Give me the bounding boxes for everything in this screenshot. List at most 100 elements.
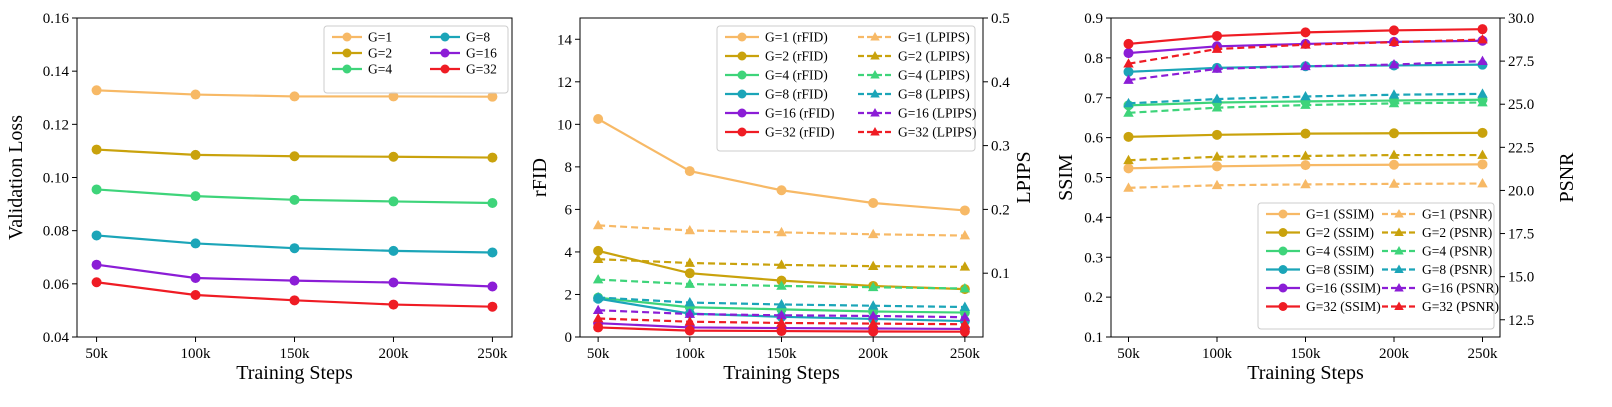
legend-label-g-16: G=16	[466, 46, 497, 61]
legend-label-g-8-rfid: G=8 (rFID)	[765, 87, 828, 102]
point-g-2-ssim-0	[1123, 131, 1134, 142]
point-g-16-lpips-2	[776, 309, 787, 320]
point-g-8-ssim-0	[1123, 66, 1134, 77]
legend-marker-g-8-psnr	[1394, 264, 1404, 273]
point-g-2-psnr-4	[1477, 149, 1488, 159]
legend-label-g-16-lpips: G=16 (LPIPS)	[898, 106, 977, 121]
point-g-1-psnr-2	[1300, 178, 1311, 189]
legend-label-g-1-ssim: G=1 (SSIM)	[1306, 207, 1374, 222]
legend-label-g-4-psnr: G=4 (PSNR)	[1422, 244, 1492, 259]
y-tick-label: 0.4	[1084, 210, 1103, 226]
point-g-1-rfid-2	[776, 185, 787, 196]
x-axis-label: Training Steps	[723, 362, 840, 384]
legend-label-g-32-ssim: G=32 (SSIM)	[1306, 299, 1381, 314]
legend-marker-g-1-psnr	[1394, 209, 1404, 218]
point-g-2-ssim-4	[1477, 127, 1488, 138]
y2-tick-label: 12.5	[1508, 313, 1534, 329]
legend-marker-g-32-psnr	[1394, 301, 1404, 310]
point-g-32-3	[388, 299, 399, 310]
point-g-2-lpips-1	[684, 257, 696, 267]
legend-marker-g-16-lpips	[870, 108, 880, 117]
y-tick-label: 0.10	[43, 171, 69, 187]
point-g-1-rfid-0	[593, 114, 604, 125]
point-g-32-rfid-1	[684, 325, 695, 336]
legend-label-g-1: G=1	[368, 30, 392, 45]
point-g-1-rfid-3	[868, 198, 879, 209]
legend-label-g-16-rfid: G=16 (rFID)	[765, 106, 834, 121]
y2-tick-label: 15.0	[1508, 270, 1534, 286]
point-g-2-psnr-3	[1388, 149, 1400, 159]
legend-marker-g-2-ssim	[1278, 228, 1288, 237]
point-g-1-ssim-0	[1123, 163, 1134, 174]
legend-marker-g-32-lpips	[870, 127, 880, 136]
point-g-1-psnr-3	[1388, 178, 1400, 188]
y-tick-label: 14	[557, 32, 573, 48]
point-g-16-lpips-1	[684, 308, 696, 318]
point-g-8-lpips-4	[959, 301, 971, 311]
point-g-2-ssim-2	[1300, 128, 1311, 139]
point-g-8-1	[190, 238, 201, 249]
x-tick-label: 150k	[1291, 346, 1322, 362]
point-g-32-lpips-2	[776, 317, 787, 327]
point-g-16-3	[388, 277, 399, 288]
point-g-2-4	[487, 152, 498, 163]
legend-label-g-8-ssim: G=8 (SSIM)	[1306, 262, 1374, 277]
point-g-32-lpips-4	[959, 318, 971, 329]
point-g-32-0	[91, 277, 102, 288]
point-g-8-lpips-1	[684, 297, 696, 307]
point-g-2-1	[190, 149, 201, 160]
point-g-4-0	[91, 184, 102, 195]
point-g-32-4	[487, 301, 498, 312]
series-line-g-32-lpips	[598, 317, 965, 326]
point-g-32-rfid-0	[593, 322, 604, 333]
point-g-4-lpips-0	[592, 274, 604, 284]
legend-label-g-2-lpips: G=2 (LPIPS)	[898, 49, 970, 64]
y-tick-label: 0.12	[43, 117, 69, 133]
point-g-2-psnr-1	[1211, 151, 1223, 161]
legend-label-g-16-ssim: G=16 (SSIM)	[1306, 281, 1381, 296]
legend-label-g-2-psnr: G=2 (PSNR)	[1422, 225, 1492, 240]
legend-label-g-2-ssim: G=2 (SSIM)	[1306, 225, 1374, 240]
point-g-8-lpips-3	[867, 300, 879, 310]
x-tick-label: 50k	[587, 346, 610, 362]
point-g-2-3	[388, 151, 399, 162]
point-g-1-psnr-4	[1477, 178, 1488, 188]
point-g-1-1	[190, 89, 201, 100]
legend-marker-g-1-lpips	[870, 32, 880, 41]
legend-label-g-32-psnr: G=32 (PSNR)	[1422, 299, 1499, 314]
point-g-8-psnr-0	[1123, 97, 1134, 108]
y2-tick-label: 0.4	[991, 75, 1010, 91]
point-g-8-4	[487, 247, 498, 258]
x-tick-label: 200k	[1379, 346, 1410, 362]
y2-tick-label: 0.5	[991, 11, 1010, 27]
point-g-4-3	[388, 196, 399, 207]
legend-label-g-1-lpips: G=1 (LPIPS)	[898, 30, 970, 45]
y2-axis-label: LPIPS	[1013, 151, 1035, 203]
point-g-32-lpips-0	[592, 312, 604, 323]
y-tick-label: 6	[565, 202, 573, 218]
point-g-4-lpips-4	[959, 283, 971, 293]
chart-ssim-psnr: 50k 100k 150k 200k 250k 0.1 0.2 0.3 0.4 0.5 0.6 0.7…	[1055, 11, 1578, 384]
point-g-4-psnr-1	[1211, 102, 1223, 112]
point-g-1-ssim-2	[1300, 160, 1311, 171]
legend-marker-g-2-rfid	[737, 51, 747, 61]
point-g-2-psnr-0	[1123, 154, 1134, 165]
point-g-32-rfid-2	[776, 326, 787, 337]
y-axis-label: rFID	[529, 158, 551, 197]
point-g-1-ssim-1	[1212, 161, 1223, 172]
y2-tick-label: 27.5	[1508, 54, 1534, 70]
y-tick-label: 4	[565, 245, 573, 261]
point-g-2-rfid-0	[593, 245, 604, 256]
legend-marker-g-2-psnr	[1394, 227, 1404, 236]
legend-label-g-4: G=4	[368, 62, 392, 77]
legend-marker-g-1	[342, 32, 352, 42]
point-g-1-2	[289, 91, 300, 102]
point-g-16-psnr-1	[1211, 63, 1223, 73]
y2-axis-label: PSNR	[1556, 152, 1578, 203]
point-g-8-3	[388, 245, 399, 256]
legend-marker-g-1-ssim	[1278, 209, 1288, 219]
legend-marker-g-32-ssim	[1278, 302, 1288, 311]
series-line-g-16-lpips	[598, 309, 965, 319]
x-tick-label: 150k	[280, 346, 311, 362]
point-g-2-rfid-1	[684, 268, 695, 279]
